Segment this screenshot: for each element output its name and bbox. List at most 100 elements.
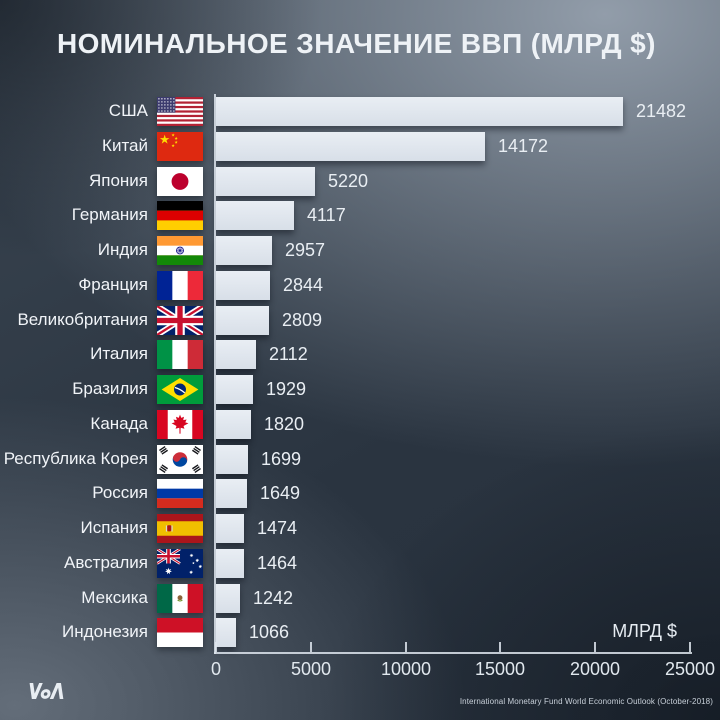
flag-icon-es [157,514,203,543]
gdp-value-label: 1242 [253,587,294,608]
x-axis-unit-label: МЛРД $ [612,621,677,641]
flag-icon-au [157,548,203,578]
gdp-bar [216,166,315,196]
country-label: Мексика [81,587,148,607]
gdp-bar [216,375,253,404]
gdp-value-label: 1464 [257,552,298,573]
gdp-bar [216,340,256,370]
gdp-bar [216,618,236,648]
gdp-value-label: 1820 [264,413,305,434]
gdp-bar [216,270,270,300]
country-label: Австралия [64,552,148,572]
gdp-value-label: 2112 [269,344,308,365]
flag-icon-it [157,340,203,370]
chart-row: Франция 2844 [0,268,720,303]
country-label: Бразилия [72,379,148,398]
gdp-bar [216,97,623,126]
country-label: Италия [90,344,148,364]
gdp-value-label: 1474 [257,518,298,538]
flag-icon-us [157,97,203,126]
gdp-bar [216,548,244,578]
gdp-value-label: 1699 [261,448,302,469]
chart-row: Германия 4117 [0,198,720,233]
gdp-bar [216,131,485,161]
chart-row: Бразилия 1929 [0,372,720,407]
source-attribution: International Monetary Fund World Econom… [459,697,713,706]
flag-icon-in [157,236,203,265]
gdp-value-label: 1066 [249,622,290,643]
gdp-value-label: 21482 [636,101,687,121]
axis-tick [405,642,407,652]
gdp-value-label: 2957 [285,240,326,260]
gdp-bar [216,514,244,543]
gdp-value-label: 14172 [498,135,549,156]
country-label: Индонезия [62,622,148,642]
y-axis-line [214,94,216,654]
flag-icon-kr [157,444,203,474]
x-axis-line [214,652,692,654]
chart-row: Италия 2112 [0,337,720,372]
country-label: Канада [90,413,148,433]
axis-tick-label: 0 [210,659,222,679]
flag-icon-id [157,618,203,648]
gdp-bar [216,479,247,509]
gdp-bar [216,236,272,265]
country-label: Франция [78,274,148,294]
axis-tick [215,642,217,652]
country-label: Россия [92,483,148,503]
chart-area: США 21482 Китай 14172 Япония 5220 Германия 411… [0,94,720,654]
axis-tick-label: 20000 [569,659,621,679]
gdp-bar [216,305,269,335]
chart-row: Великобритания 2809 [0,303,720,338]
gdp-value-label: 1649 [260,483,301,504]
gdp-value-label: 1929 [266,379,307,399]
flag-icon-jp [157,166,203,196]
country-label: Индия [97,240,148,259]
gdp-bar [216,444,248,474]
chart-row: Испания 1474 [0,511,720,546]
voa-logo-icon [22,680,68,702]
flag-icon-fr [157,270,203,300]
country-label: Великобритания [17,309,148,329]
gdp-bar [216,201,294,231]
chart-row: Япония 5220 [0,164,720,199]
axis-tick-label: 15000 [474,659,526,679]
chart-row: Китай 14172 [0,129,720,164]
country-label: Германия [71,205,148,225]
chart-row: Мексика 1242 [0,581,720,616]
flag-icon-de [157,201,203,231]
country-label: США [108,101,148,120]
axis-tick [594,642,596,652]
gdp-bar [216,583,240,613]
flag-icon-gb [157,305,203,335]
country-label: Республика Корея [3,448,148,468]
gdp-value-label: 2844 [283,274,324,295]
chart-row: Австралия 1464 [0,546,720,581]
gdp-value-label: 5220 [328,170,369,191]
axis-tick-label: 5000 [290,659,332,679]
chart-row: Индонезия 1066 [0,615,720,650]
chart-row: Индия 2957 [0,233,720,268]
flag-icon-br [157,375,203,404]
chart-row: Республика Корея 1699 [0,442,720,477]
chart-row: США 21482 [0,94,720,129]
country-label: Япония [88,170,148,190]
chart-row: Россия 1649 [0,476,720,511]
flag-icon-ru [157,479,203,509]
axis-tick [689,642,691,652]
axis-tick [499,642,501,652]
gdp-value-label: 2809 [282,309,323,330]
flag-icon-ca [157,409,203,439]
country-label: Китай [102,135,148,155]
axis-tick-label: 10000 [380,659,432,679]
country-label: Испания [80,518,148,537]
gdp-value-label: 4117 [307,205,346,226]
chart-title: НОМИНАЛЬНОЕ ЗНАЧЕНИЕ ВВП (МЛРД $) [57,28,656,59]
flag-icon-mx [157,583,203,613]
gdp-bar [216,409,251,439]
chart-row: Канада 1820 [0,407,720,442]
axis-tick [310,642,312,652]
flag-icon-cn [157,131,203,161]
axis-tick-label: 25000 [664,659,716,679]
